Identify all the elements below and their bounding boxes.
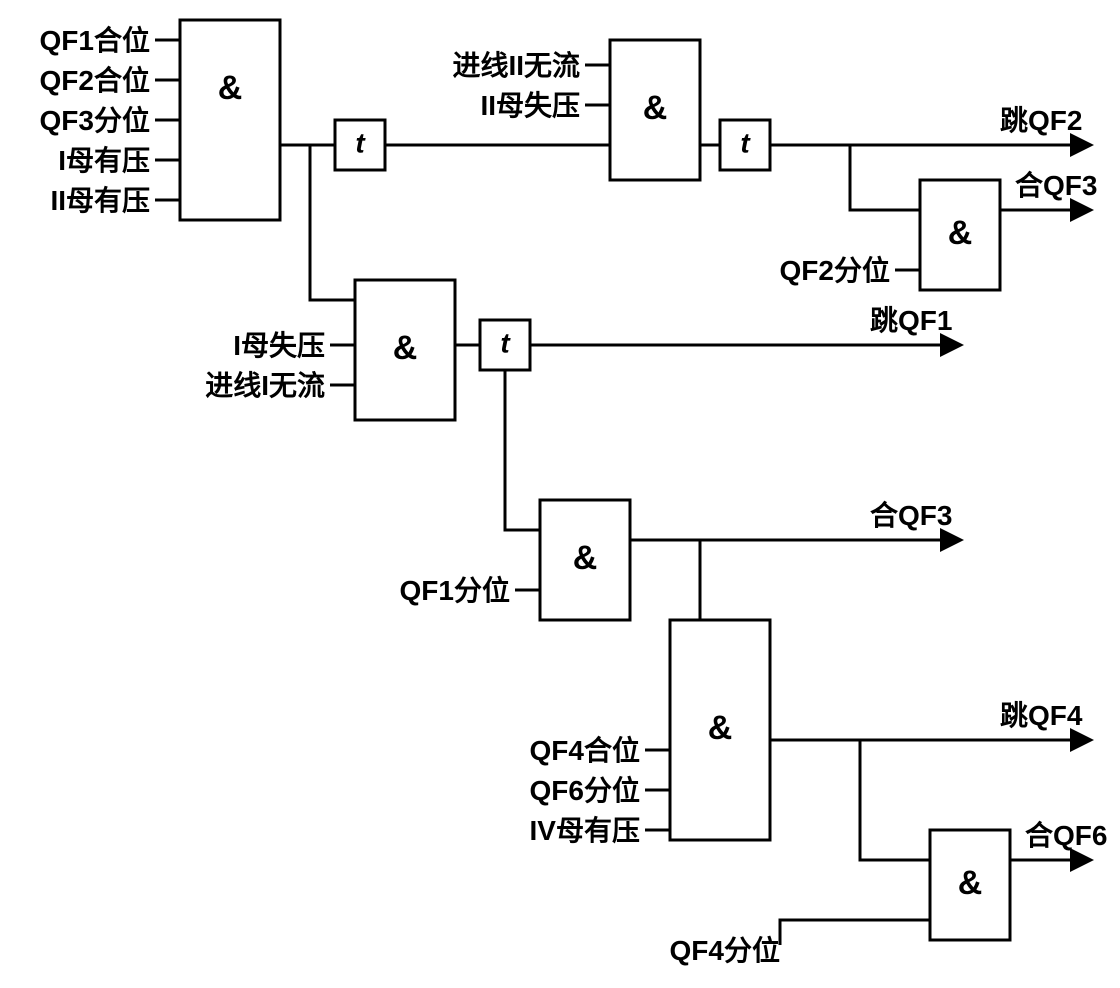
input-label: 进线II无流 (452, 50, 580, 81)
input-label: II母有压 (50, 185, 150, 216)
input-label: QF4分位 (670, 934, 780, 966)
input-label: I母有压 (58, 145, 150, 176)
wire-branch-and3 (850, 145, 920, 210)
output-label: 跳QF1 (870, 305, 952, 336)
output-label: 合QF6 (1025, 819, 1107, 851)
input-label: IV母有压 (530, 815, 640, 846)
logic-diagram: &t&t&&t&&& QF1合位QF2合位QF3分位I母有压II母有压进线II无… (0, 0, 1120, 988)
gate-symbol: & (948, 214, 973, 252)
gate-symbol: & (708, 709, 733, 747)
input-label: 进线I无流 (205, 370, 325, 401)
gate-symbol: & (643, 89, 668, 127)
output-label: 合QF3 (1015, 169, 1097, 201)
output-label: 合QF3 (870, 499, 952, 531)
output-label: 跳QF4 (1000, 700, 1083, 731)
input-label: QF2合位 (40, 64, 150, 96)
input-label: QF6分位 (530, 774, 640, 806)
input-label: I母失压 (233, 330, 325, 361)
and-gate-and1 (180, 20, 280, 220)
wire-qf4-and7 (780, 920, 930, 945)
gate-symbol: & (573, 539, 598, 577)
input-label: II母失压 (480, 90, 580, 121)
gate-symbol: & (393, 329, 418, 367)
wire-and6-branch-and7 (860, 740, 930, 860)
input-label: QF1分位 (400, 574, 510, 606)
input-label: QF1合位 (40, 24, 150, 56)
output-label: 跳QF2 (1000, 105, 1082, 136)
wire-delay3-down (505, 345, 540, 530)
input-label: QF4合位 (530, 734, 640, 766)
gate-symbol: & (958, 864, 983, 902)
gate-symbol: & (218, 69, 243, 107)
input-label: QF2分位 (780, 254, 890, 286)
input-label: QF3分位 (40, 104, 150, 136)
